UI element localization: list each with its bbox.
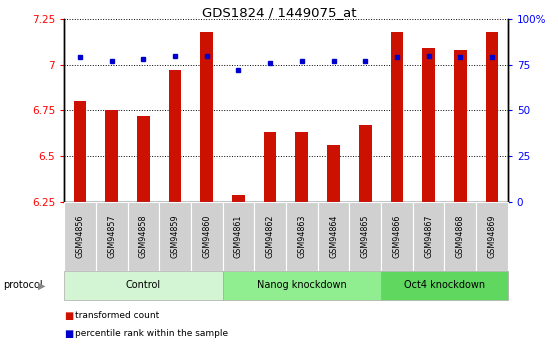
Text: GSM94862: GSM94862 xyxy=(266,215,275,258)
Bar xyxy=(485,32,498,202)
Text: GSM94864: GSM94864 xyxy=(329,215,338,258)
Text: Nanog knockdown: Nanog knockdown xyxy=(257,280,347,290)
Text: protocol: protocol xyxy=(3,280,42,290)
Bar xyxy=(327,145,340,202)
Text: GSM94858: GSM94858 xyxy=(139,215,148,258)
Bar xyxy=(391,32,403,202)
Text: Control: Control xyxy=(126,280,161,290)
Text: GSM94859: GSM94859 xyxy=(171,215,180,258)
Text: ■: ■ xyxy=(64,329,74,339)
Text: transformed count: transformed count xyxy=(75,311,160,321)
Bar xyxy=(454,50,466,202)
Text: GSM94866: GSM94866 xyxy=(392,215,401,258)
Text: GSM94868: GSM94868 xyxy=(456,215,465,258)
Text: Oct4 knockdown: Oct4 knockdown xyxy=(404,280,485,290)
Bar xyxy=(422,48,435,202)
Text: ■: ■ xyxy=(64,311,74,321)
Bar xyxy=(264,132,276,202)
Bar xyxy=(169,70,181,202)
Text: ▶: ▶ xyxy=(38,280,45,290)
Text: GSM94860: GSM94860 xyxy=(202,215,211,258)
Bar xyxy=(105,110,118,202)
Bar xyxy=(74,101,86,202)
Bar xyxy=(200,32,213,202)
Bar xyxy=(296,132,308,202)
Text: GDS1824 / 1449075_at: GDS1824 / 1449075_at xyxy=(202,6,356,19)
Text: GSM94863: GSM94863 xyxy=(297,215,306,258)
Bar xyxy=(232,195,245,202)
Text: GSM94861: GSM94861 xyxy=(234,215,243,258)
Text: GSM94867: GSM94867 xyxy=(424,215,433,258)
Text: GSM94856: GSM94856 xyxy=(75,215,84,258)
Text: GSM94869: GSM94869 xyxy=(488,215,497,258)
Text: GSM94857: GSM94857 xyxy=(107,215,116,258)
Bar xyxy=(359,125,372,202)
Text: percentile rank within the sample: percentile rank within the sample xyxy=(75,329,228,338)
Bar xyxy=(137,116,150,202)
Text: GSM94865: GSM94865 xyxy=(360,215,370,258)
